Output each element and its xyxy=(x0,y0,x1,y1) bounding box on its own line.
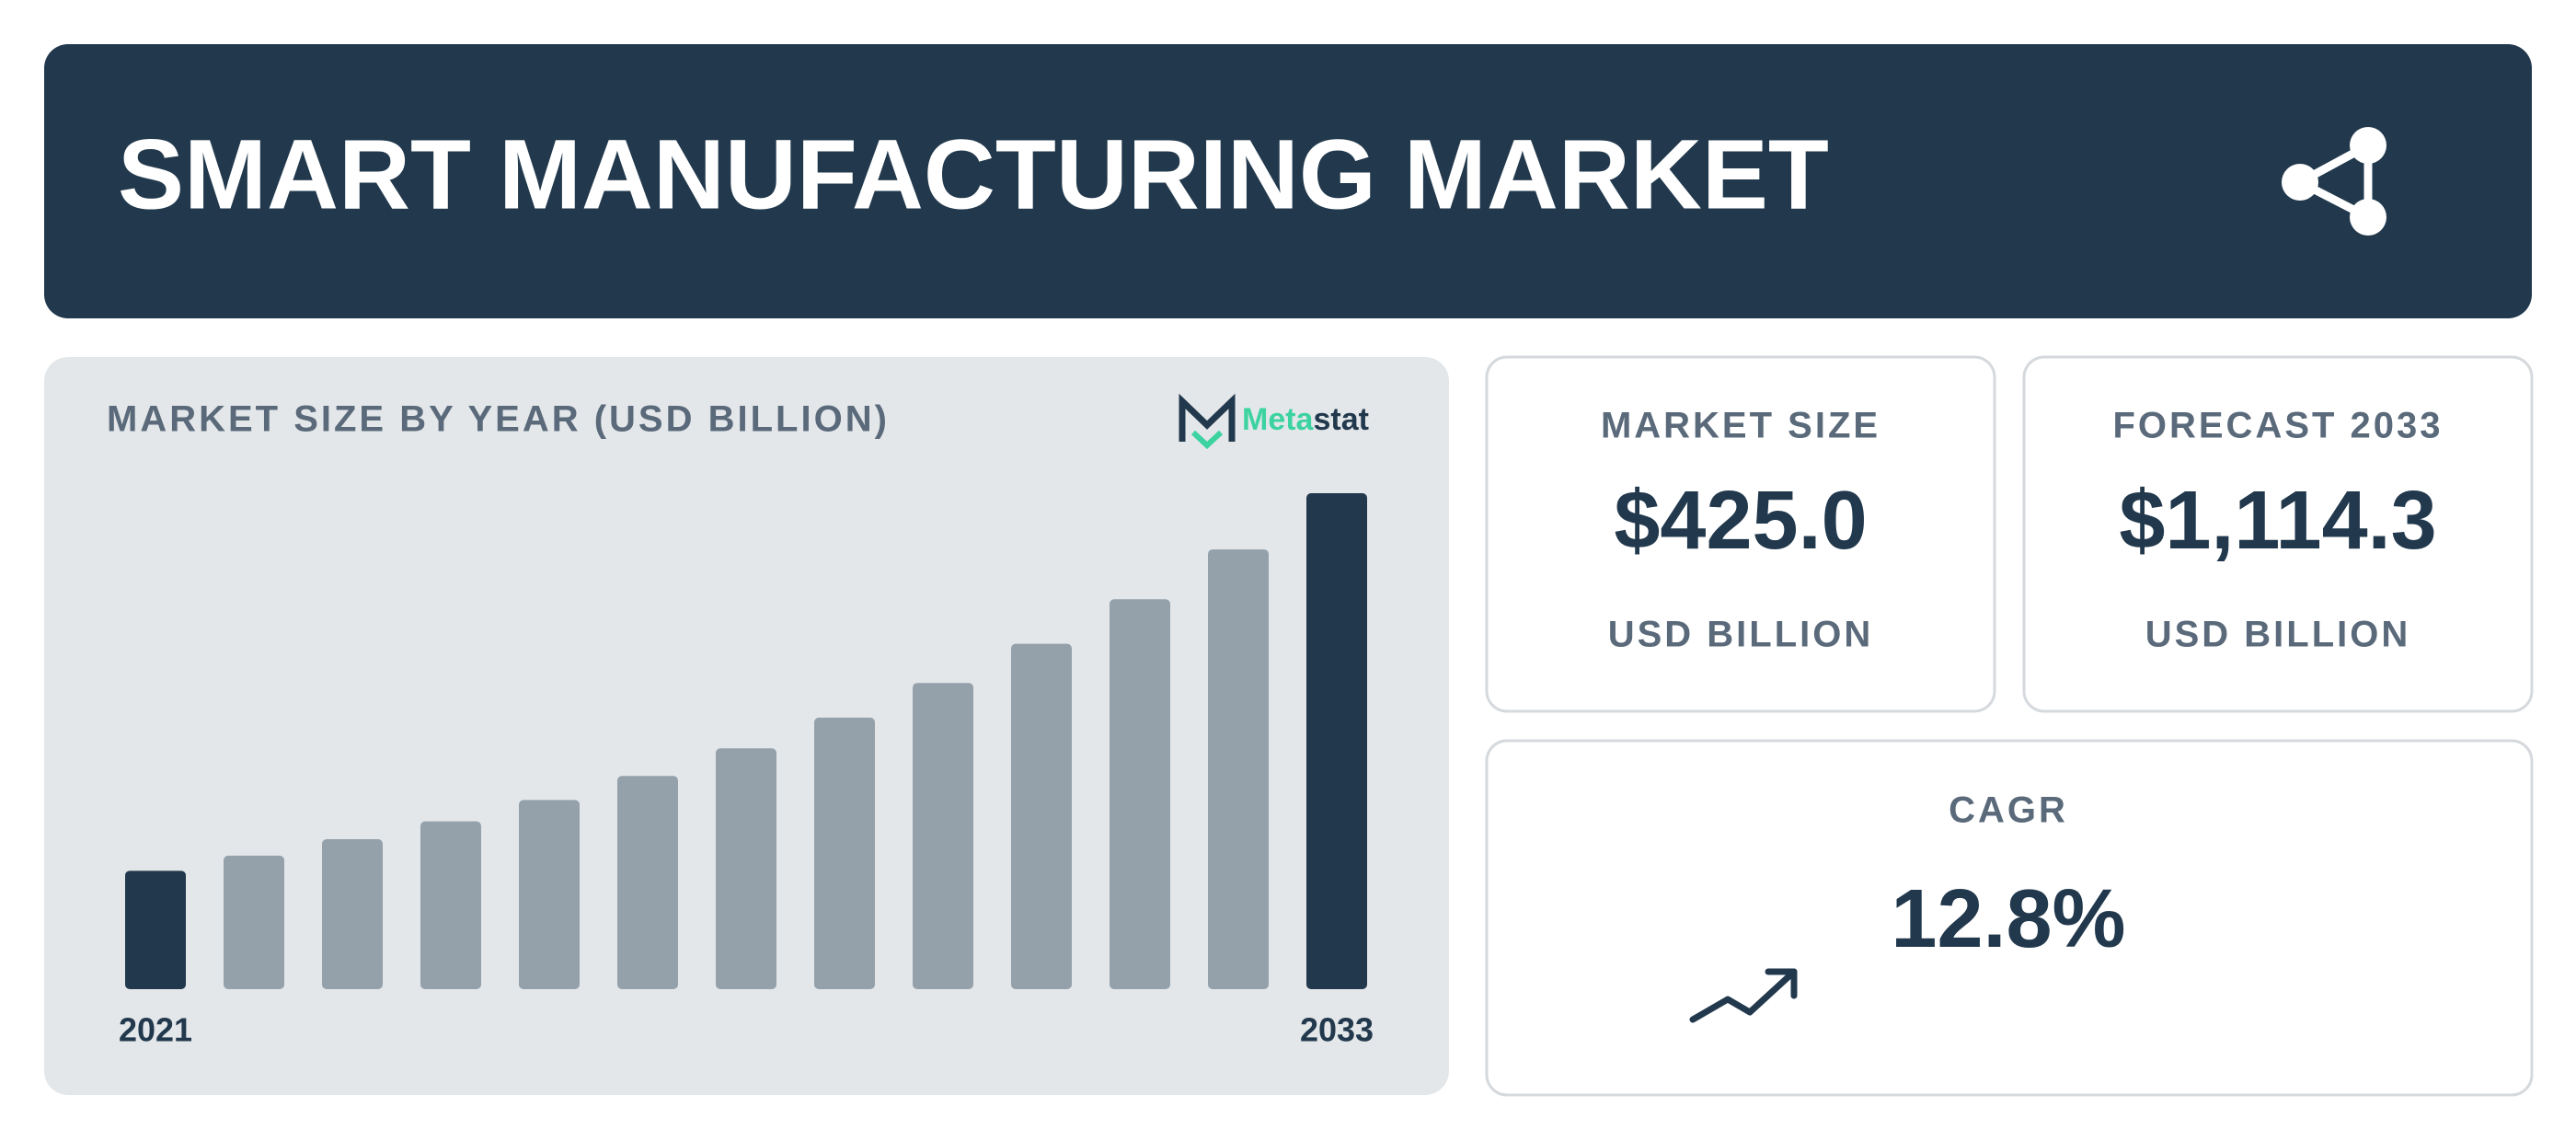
bar xyxy=(125,870,186,989)
card-unit: USD BILLION xyxy=(2145,615,2411,655)
trend-icon xyxy=(1689,968,1798,1023)
bar xyxy=(1110,599,1170,989)
bar xyxy=(1011,643,1072,989)
card-unit: USD BILLION xyxy=(1608,615,1874,655)
bar xyxy=(1306,493,1367,989)
bar xyxy=(322,838,383,989)
card xyxy=(1485,739,2534,1097)
card-label: MARKET SIZE xyxy=(1601,406,1880,446)
logo: Metastat xyxy=(1179,393,1369,450)
bar xyxy=(617,776,678,989)
card-label: FORECAST 2033 xyxy=(2112,406,2443,446)
bar xyxy=(519,800,580,989)
card-label: CAGR xyxy=(1949,790,2068,831)
logo-part: Meta xyxy=(1242,402,1315,437)
bars: 2021 2033 xyxy=(119,493,1374,1049)
bar xyxy=(224,855,284,989)
x-tick-label: 2021 xyxy=(119,1011,192,1049)
bar xyxy=(420,821,481,989)
chart-panel xyxy=(44,357,1449,1095)
x-tick-label: 2033 xyxy=(1300,1011,1374,1049)
bar xyxy=(1208,549,1269,989)
share-icon[interactable] xyxy=(2282,127,2386,236)
card xyxy=(1485,355,1996,713)
logo-text: Metastat xyxy=(1242,402,1369,437)
card xyxy=(2022,355,2534,713)
card-value: 12.8% xyxy=(1891,873,2125,965)
header-title: SMART MANUFACTURING MARKET xyxy=(118,119,1829,230)
chart-title: MARKET SIZE BY YEAR (USD BILLION) xyxy=(107,399,890,440)
bar xyxy=(913,683,973,989)
bar xyxy=(814,717,875,989)
card-value: $425.0 xyxy=(1614,475,1867,567)
header-band xyxy=(44,44,2532,318)
logo-part: stat xyxy=(1313,402,1368,437)
card-value: $1,114.3 xyxy=(2119,475,2436,567)
bar xyxy=(716,748,776,989)
